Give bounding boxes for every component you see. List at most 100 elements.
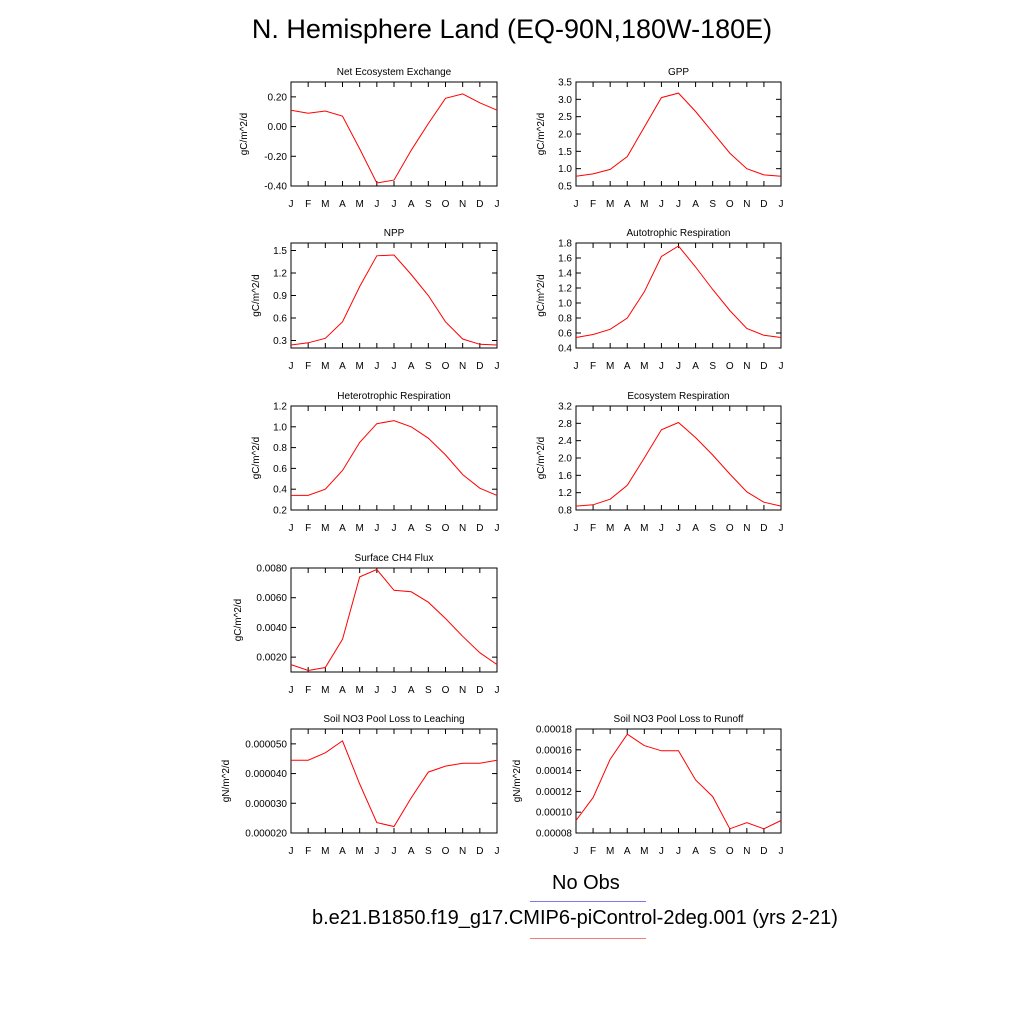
x-tick-label: J [495, 199, 500, 210]
series-line [290, 93, 498, 184]
panel-title: Soil NO3 Pool Loss to Runoff [614, 714, 744, 725]
x-tick-label: J [676, 361, 681, 372]
x-tick-label: D [476, 846, 483, 857]
plot-frame [575, 242, 782, 349]
x-tick-label: S [425, 523, 432, 534]
y-tick-label: 0.00008 [536, 829, 573, 840]
plot-frame [290, 728, 498, 834]
y-axis-label: gN/m^2/d [512, 760, 523, 803]
x-tick-label: J [676, 523, 681, 534]
x-tick-label: J [374, 523, 379, 534]
x-tick-label: S [709, 361, 716, 372]
y-tick-label: 0.00018 [536, 725, 573, 736]
y-tick-label: 0.0040 [256, 623, 287, 634]
y-tick-label: 1.2 [273, 402, 287, 413]
series-line [291, 420, 498, 496]
y-tick-label: 0.00010 [536, 808, 573, 819]
x-tick-label: S [425, 199, 432, 210]
x-tick-label: M [640, 361, 648, 372]
x-tick-label: J [289, 846, 294, 857]
x-tick-label: A [692, 361, 699, 372]
x-tick-label: F [590, 199, 596, 210]
series-line [575, 733, 782, 830]
plot-frame [290, 405, 498, 511]
chart-panel: Soil NO3 Pool Loss to Leaching 0.000020 0.… [221, 714, 500, 857]
x-tick-label: M [355, 361, 363, 372]
y-tick-label: 0.00014 [536, 766, 573, 777]
x-tick-label: M [355, 685, 363, 696]
x-tick-label: M [355, 846, 363, 857]
y-tick-label: 0.000040 [245, 769, 287, 780]
x-tick-label: A [339, 846, 346, 857]
x-tick-label: J [574, 523, 579, 534]
panel-title: Net Ecosystem Exchange [337, 67, 452, 78]
y-tick-label: 0.6 [273, 314, 287, 325]
x-tick-label: N [743, 199, 750, 210]
panel-title: Heterotrophic Respiration [337, 391, 450, 402]
x-tick-label: J [495, 361, 500, 372]
figure-title: N. Hemisphere Land (EQ-90N,180W-180E) [251, 14, 773, 44]
x-tick-label: A [624, 199, 631, 210]
y-tick-label: 0.000050 [245, 739, 287, 750]
y-tick-label: 1.2 [273, 269, 287, 280]
y-tick-label: 1.2 [558, 284, 572, 295]
y-axis-label: gC/m^2/d [251, 437, 262, 480]
x-tick-label: J [659, 846, 664, 857]
x-tick-label: A [408, 523, 415, 534]
y-tick-label: 0.20 [268, 92, 288, 103]
y-tick-label: -0.20 [264, 152, 287, 163]
y-tick-label: 0.8 [558, 506, 572, 517]
y-axis-label: gC/m^2/d [536, 274, 547, 317]
x-tick-label: D [760, 523, 767, 534]
x-tick-label: J [779, 199, 784, 210]
x-tick-label: D [476, 199, 483, 210]
series-line [290, 254, 498, 346]
x-tick-label: A [624, 523, 631, 534]
y-tick-label: 0.00016 [536, 745, 573, 756]
x-tick-label: M [321, 361, 329, 372]
y-axis-label: gC/m^2/d [251, 274, 262, 317]
x-tick-label: M [321, 846, 329, 857]
x-tick-label: D [760, 199, 767, 210]
y-tick-label: 0.0060 [256, 593, 287, 604]
y-tick-label: 0.2 [273, 506, 287, 517]
legend-obs-line [530, 901, 646, 902]
x-tick-label: J [676, 846, 681, 857]
plot-frame [290, 81, 498, 187]
x-tick-label: J [659, 199, 664, 210]
y-tick-label: 0.0080 [256, 564, 287, 575]
x-tick-label: J [374, 846, 379, 857]
panel-title: Autotrophic Respiration [627, 228, 731, 239]
x-tick-label: O [442, 361, 450, 372]
y-tick-label: 1.0 [558, 164, 572, 175]
x-tick-label: A [692, 523, 699, 534]
series-line [575, 421, 782, 507]
x-tick-label: A [408, 199, 415, 210]
x-tick-label: S [709, 199, 716, 210]
y-tick-label: 3.0 [558, 95, 572, 106]
x-tick-label: F [305, 199, 311, 210]
x-tick-label: A [624, 361, 631, 372]
x-tick-label: D [760, 361, 767, 372]
y-tick-label: 1.6 [558, 254, 572, 265]
y-axis-label: gC/m^2/d [239, 113, 250, 156]
x-tick-label: F [590, 523, 596, 534]
y-tick-label: 0.4 [558, 344, 572, 355]
x-tick-label: S [709, 846, 716, 857]
x-tick-label: A [339, 361, 346, 372]
x-tick-label: O [442, 685, 450, 696]
panel-title: Surface CH4 Flux [355, 553, 434, 564]
y-tick-label: 0.00 [268, 122, 288, 133]
chart-panel: Heterotrophic Respiration 0.2 0.4 0.6 0.8 1.0… [251, 391, 500, 534]
chart-panel: Surface CH4 Flux 0.0020 0.0040 0.0060 0.0080… [233, 553, 500, 696]
y-tick-label: 0.3 [273, 336, 287, 347]
x-tick-label: J [392, 846, 397, 857]
y-tick-label: 1.0 [558, 299, 572, 310]
panel-title: Ecosystem Respiration [627, 391, 729, 402]
y-tick-label: 0.4 [273, 485, 287, 496]
x-tick-label: S [709, 523, 716, 534]
x-tick-label: O [442, 523, 450, 534]
x-tick-label: J [374, 361, 379, 372]
x-tick-label: N [459, 685, 466, 696]
